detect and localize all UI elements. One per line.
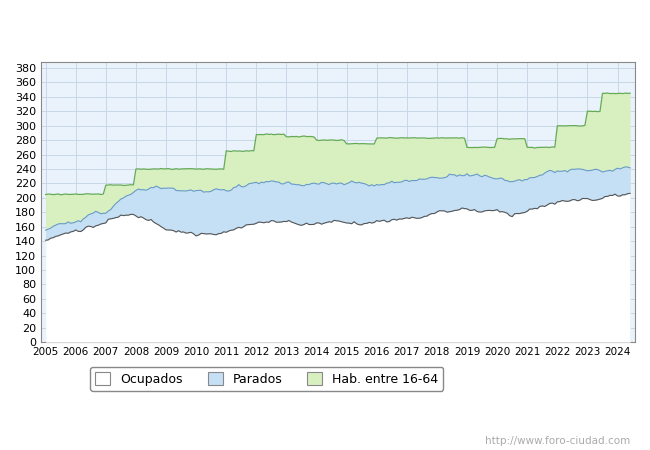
Text: Gaianes - Evolucion de la poblacion en edad de Trabajar Mayo de 2024: Gaianes - Evolucion de la poblacion en e… — [65, 16, 585, 31]
Legend: Ocupados, Parados, Hab. entre 16-64: Ocupados, Parados, Hab. entre 16-64 — [90, 367, 443, 391]
Text: http://www.foro-ciudad.com: http://www.foro-ciudad.com — [486, 436, 630, 446]
